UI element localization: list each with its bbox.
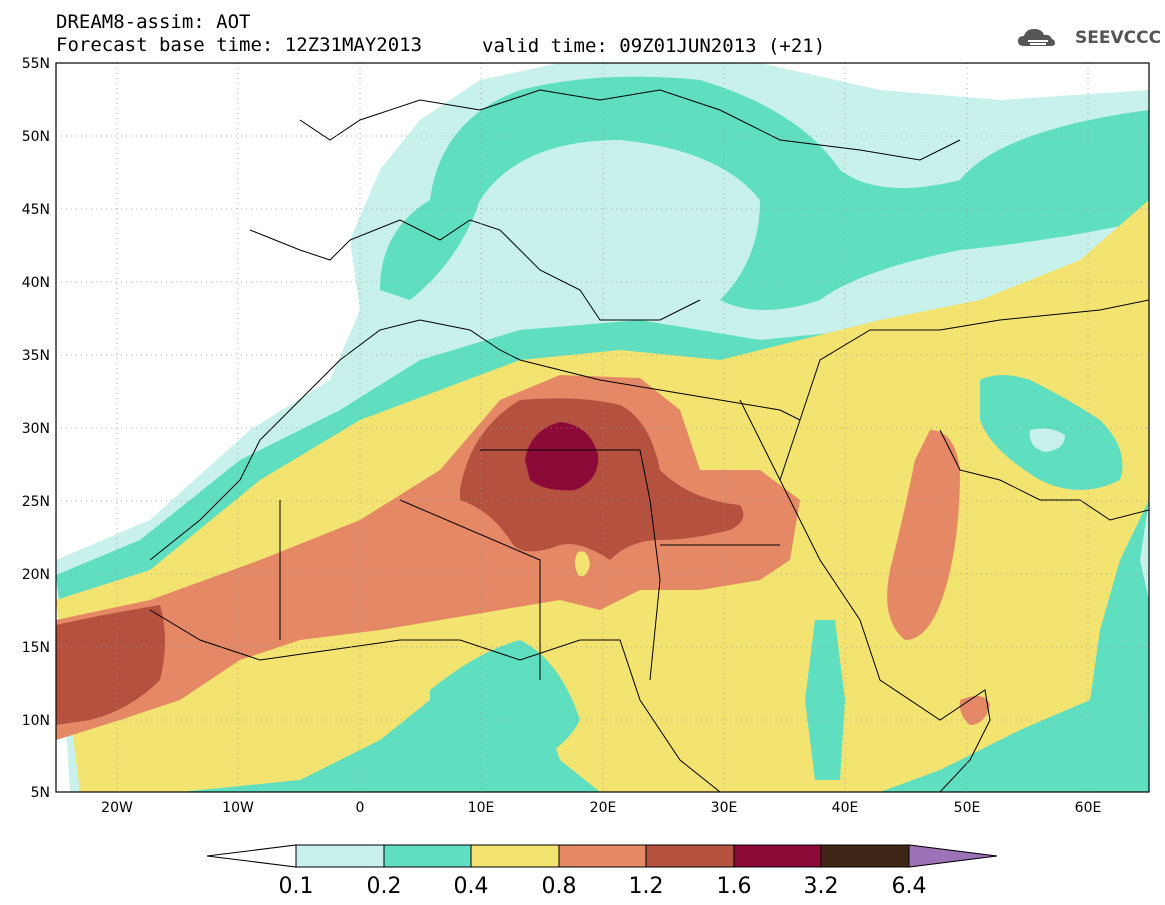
colorbar-label: 0.8 — [542, 874, 577, 899]
lat-label: 20N — [22, 567, 50, 583]
lat-label: 30N — [22, 421, 50, 437]
forecast-base-time: Forecast base time: 12Z31MAY2013 — [56, 34, 423, 56]
aot-band-0.2-north — [380, 76, 1149, 311]
lat-label: 50N — [22, 129, 50, 145]
lat-label: 5N — [31, 785, 50, 801]
lon-label: 10E — [468, 800, 495, 816]
lon-label: 20W — [101, 800, 133, 816]
aot-patch-green-2 — [430, 640, 580, 770]
lat-label: 25N — [22, 494, 50, 510]
coastlines — [149, 89, 1149, 792]
colorbar-label: 0.1 — [279, 874, 314, 899]
colorbar-label: 1.6 — [717, 874, 752, 899]
lat-label: 35N — [22, 348, 50, 364]
colorbar-segment — [295, 844, 385, 868]
colorbar-segment — [645, 844, 735, 868]
map-frame — [55, 62, 1150, 793]
aot-patch-cyan-1 — [1029, 428, 1065, 452]
aot-band-1.2 — [460, 398, 744, 560]
colorbar-segment — [470, 844, 560, 868]
lat-label: 10N — [22, 713, 50, 729]
aot-patch-green-3 — [805, 620, 845, 780]
aot-band-0.8-east — [887, 430, 960, 640]
lon-label: 0 — [356, 800, 365, 816]
lat-label: 40N — [22, 275, 50, 291]
grid — [56, 63, 1149, 792]
aot-band-1.6 — [525, 422, 599, 491]
lat-label: 45N — [22, 202, 50, 218]
colorbar-label: 0.4 — [454, 874, 489, 899]
colorbar-label: 6.4 — [892, 874, 927, 899]
colorbar-label: 1.2 — [629, 874, 664, 899]
cloud-icon — [1018, 29, 1055, 46]
aot-band-1.2-west — [56, 605, 165, 725]
lon-label: 50E — [954, 800, 981, 816]
longitude-labels: 20W 10W 0 10E 20E 30E 40E 50E 60E — [101, 800, 1101, 816]
colorbar-low-arrow — [206, 844, 297, 868]
map-title: DREAM8-assim: AOT — [56, 11, 251, 33]
colorbar-segment — [820, 844, 910, 868]
colorbar-segment — [383, 844, 472, 868]
aot-patch-yellow-1 — [575, 551, 590, 577]
lat-label: 15N — [22, 640, 50, 656]
colorbar-label: 3.2 — [804, 874, 839, 899]
logo — [1018, 29, 1055, 46]
colorbar-segment — [733, 844, 822, 868]
aot-field — [56, 63, 1149, 792]
colorbar-high-arrow — [908, 844, 998, 868]
lon-label: 60E — [1075, 800, 1102, 816]
lon-label: 20E — [590, 800, 617, 816]
lat-label: 55N — [22, 56, 50, 72]
lon-label: 30E — [711, 800, 738, 816]
lon-label: 40E — [832, 800, 859, 816]
logo-text: SEEVCCC — [1075, 28, 1162, 48]
valid-time: valid time: 09Z01JUN2013 (+21) — [482, 35, 826, 57]
colorbar-segment — [558, 844, 647, 868]
colorbar — [206, 844, 998, 868]
colorbar-label: 0.2 — [367, 874, 402, 899]
lon-label: 10W — [222, 800, 254, 816]
colorbar-labels: 0.1 0.2 0.4 0.8 1.2 1.6 3.2 6.4 — [279, 874, 927, 899]
latitude-labels: 55N 50N 45N 40N 35N 30N 25N 20N 15N 10N … — [22, 56, 50, 801]
